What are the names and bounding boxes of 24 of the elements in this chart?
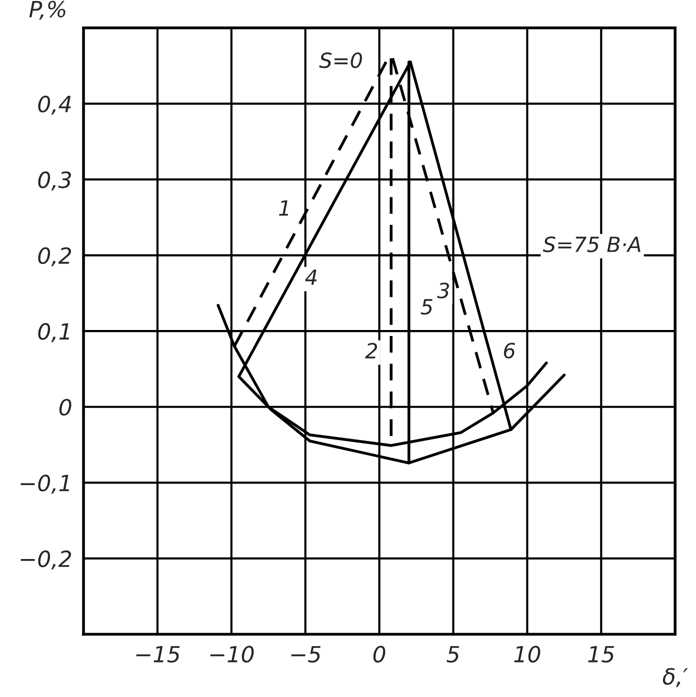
x-tick-label: −15 — [136, 646, 180, 663]
y-tick-label: −0,2 — [20, 550, 72, 570]
series-label: 3 — [437, 282, 450, 298]
annotation: S=0 — [319, 52, 362, 68]
y-axis-title: P,% — [29, 0, 66, 20]
series-label: 2 — [365, 342, 378, 358]
x-tick-label: 15 — [588, 646, 614, 663]
series-label: 4 — [305, 270, 317, 285]
annotation: S=75 B·A — [542, 236, 640, 252]
x-tick-label: −10 — [210, 646, 254, 663]
x-axis-title: δ,′ — [662, 668, 688, 688]
y-tick-label: 0 — [59, 398, 72, 416]
y-tick-label: 0,1 — [38, 323, 70, 342]
x-tick-label: 10 — [514, 646, 540, 663]
series-label: 6 — [504, 342, 515, 358]
x-tick-label: 5 — [446, 646, 460, 663]
y-tick-label: 0,2 — [38, 247, 72, 266]
series-label: 1 — [279, 200, 288, 216]
y-tick-label: 0,4 — [38, 96, 71, 115]
x-tick-label: −5 — [291, 646, 321, 663]
y-tick-label: 0,3 — [38, 171, 71, 191]
series-label: 5 — [420, 299, 432, 315]
y-tick-label: −0,1 — [20, 474, 70, 494]
x-tick-label: 0 — [373, 646, 386, 663]
